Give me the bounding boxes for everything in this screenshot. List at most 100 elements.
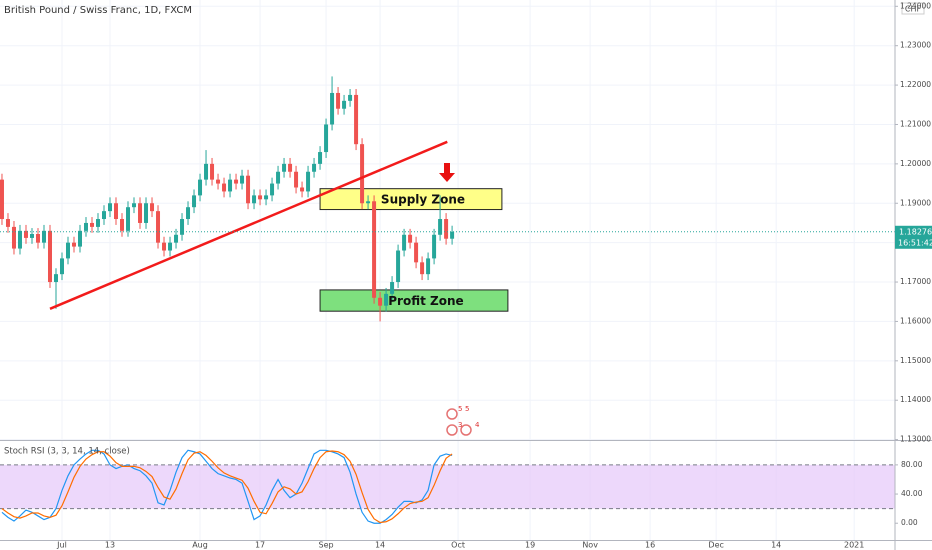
candle-body bbox=[120, 219, 125, 231]
x-tick-label: 14 bbox=[771, 541, 781, 550]
candle-body bbox=[330, 92, 335, 125]
candle-body bbox=[138, 203, 143, 223]
zone bbox=[319, 289, 509, 312]
candle-body bbox=[372, 201, 377, 298]
event-icon bbox=[460, 424, 472, 436]
candle-body bbox=[216, 179, 221, 184]
candle-body bbox=[408, 234, 413, 243]
candle-body bbox=[438, 219, 443, 235]
candle-body bbox=[174, 234, 179, 243]
candle-body bbox=[270, 183, 275, 196]
candle-body bbox=[59, 258, 64, 275]
indicator-title: Stoch RSI (3, 3, 14, 14, close) bbox=[4, 447, 130, 457]
indicator-y-tick-label: 80.00 bbox=[901, 460, 923, 469]
indicator-line bbox=[1, 450, 453, 524]
candle-body bbox=[450, 231, 455, 239]
event-count: 3 bbox=[458, 421, 462, 429]
candle-body bbox=[210, 163, 215, 180]
candle-body bbox=[23, 230, 28, 238]
grid bbox=[0, 0, 895, 540]
candle-body bbox=[77, 230, 82, 247]
candle-body bbox=[0, 179, 4, 220]
candle-body bbox=[228, 179, 233, 192]
candle-body bbox=[258, 195, 263, 200]
x-tick-label: Oct bbox=[451, 541, 465, 550]
y-tick-label: 1.22000 bbox=[900, 80, 931, 89]
candle-body bbox=[324, 124, 329, 153]
zone-label: Profit Zone bbox=[388, 294, 463, 308]
candle-body bbox=[384, 293, 389, 306]
x-tick-label: 14 bbox=[375, 541, 385, 550]
candle-body bbox=[234, 179, 239, 184]
x-tick-label: 19 bbox=[525, 541, 535, 550]
y-tick-label: 1.20000 bbox=[900, 159, 931, 168]
candle-body bbox=[282, 163, 287, 172]
candle-body bbox=[354, 94, 359, 145]
candle-body bbox=[41, 230, 46, 243]
candle-body bbox=[132, 203, 137, 208]
candle-body bbox=[96, 219, 101, 227]
y-tick-label: 1.21000 bbox=[900, 119, 931, 128]
x-tick-label: 13 bbox=[105, 541, 115, 550]
candle-body bbox=[336, 92, 341, 109]
countdown-label: 16:51:42 bbox=[898, 238, 932, 247]
candle-body bbox=[29, 233, 34, 238]
candle-body bbox=[204, 163, 209, 180]
y-tick-label: 1.24000 bbox=[900, 1, 931, 10]
x-tick-label: Aug bbox=[192, 541, 208, 550]
y-tick-label: 1.16000 bbox=[900, 316, 931, 325]
candle-body bbox=[288, 163, 293, 172]
x-tick-label: 2021 bbox=[844, 541, 864, 550]
candle-body bbox=[252, 195, 257, 204]
candle-body bbox=[168, 242, 173, 251]
chart-title: British Pound / Swiss Franc, 1D, FXCM bbox=[4, 5, 192, 16]
candle-body bbox=[294, 171, 299, 188]
candle-body bbox=[71, 242, 76, 247]
zone bbox=[319, 188, 503, 211]
candle-body bbox=[360, 144, 365, 204]
last-price-label: 1.18276 bbox=[899, 227, 932, 236]
indicator-y-tick-label: 40.00 bbox=[901, 489, 923, 498]
currency: CHF bbox=[905, 5, 922, 14]
last-price-tag bbox=[895, 225, 932, 249]
x-tick-label: Nov bbox=[582, 541, 598, 550]
candle-body bbox=[318, 152, 323, 164]
candle-body bbox=[192, 195, 197, 208]
candle-body bbox=[144, 203, 149, 223]
candle-body bbox=[47, 230, 52, 283]
candle-body bbox=[426, 258, 431, 275]
candle-body bbox=[5, 219, 10, 227]
candle-body bbox=[126, 207, 131, 231]
y-tick-label: 1.15000 bbox=[900, 356, 931, 365]
x-tick-label: Jul bbox=[56, 541, 67, 550]
y-tick-label: 1.13000 bbox=[900, 435, 931, 444]
candle-body bbox=[108, 203, 113, 212]
candle-body bbox=[300, 187, 305, 192]
candle-body bbox=[414, 242, 419, 263]
y-tick-label: 1.19000 bbox=[900, 198, 931, 207]
y-tick-label: 1.17000 bbox=[900, 277, 931, 286]
zone-label: Supply Zone bbox=[381, 193, 465, 207]
indicator-band bbox=[0, 464, 895, 509]
candle-body bbox=[378, 297, 383, 306]
candle-body bbox=[342, 100, 347, 109]
candle-body bbox=[420, 262, 425, 275]
candle-body bbox=[366, 201, 371, 204]
candle-body bbox=[53, 274, 58, 283]
candle-body bbox=[432, 234, 437, 259]
candle-body bbox=[198, 179, 203, 196]
candle-body bbox=[84, 222, 89, 231]
candle-body bbox=[264, 195, 269, 200]
candle-body bbox=[11, 226, 16, 249]
plot: Supply Zone Profit Zone bbox=[0, 76, 895, 524]
candle-body bbox=[222, 183, 227, 192]
candle-body bbox=[312, 163, 317, 172]
candle-body bbox=[348, 94, 353, 101]
y-tick-label: 1.23000 bbox=[900, 41, 931, 50]
candle-body bbox=[90, 222, 95, 227]
candle-body bbox=[246, 175, 251, 204]
event-icon bbox=[446, 424, 458, 436]
event-icon bbox=[446, 408, 458, 420]
candle-body bbox=[162, 242, 167, 251]
